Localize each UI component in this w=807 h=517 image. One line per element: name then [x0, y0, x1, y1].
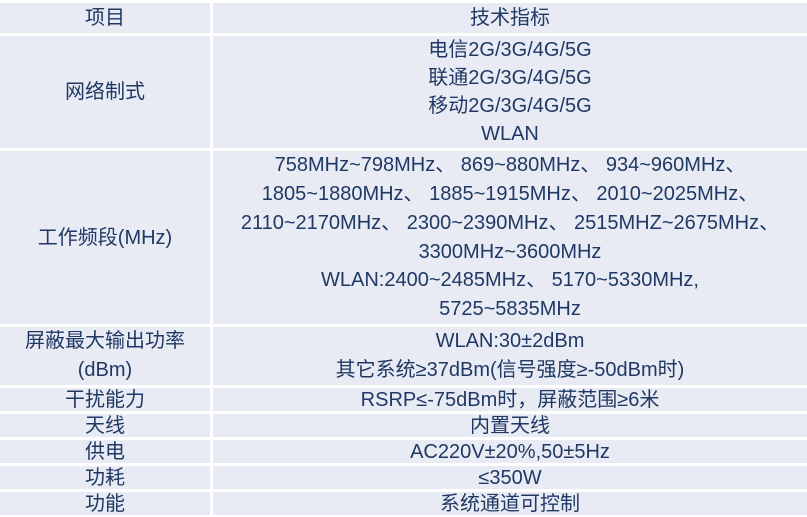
row-label: 功耗	[85, 466, 125, 489]
spec-line: 5725~5835MHz	[439, 298, 581, 321]
spec-line: WLAN	[481, 123, 539, 145]
row-label: 网络制式	[65, 81, 145, 103]
spec-table: 项目 技术指标 网络制式 电信2G/3G/4G/5G 联通2G/3G/4G/5G…	[0, 3, 807, 517]
row-label: 天线	[85, 414, 125, 437]
row-label: 供电	[85, 440, 125, 463]
spec-line: ≤350W	[478, 466, 542, 489]
table-row-interference: 干扰能力 RSRP≤-75dBm时，屏蔽范围≥6米	[0, 388, 807, 414]
spec-line: AC220V±20%,50±5Hz	[410, 440, 610, 463]
spec-line: 1805~1880MHz、 1885~1915MHz、 2010~2025MHz…	[261, 182, 759, 205]
spec-line: 其它系统≥37dBm(信号强度≥-50dBm时)	[335, 359, 685, 381]
row-spec-cell: RSRP≤-75dBm时，屏蔽范围≥6米	[213, 388, 807, 414]
row-spec-cell: 758MHz~798MHz、 869~880MHz、 934~960MHz、 1…	[213, 151, 807, 327]
row-label: 干扰能力	[65, 388, 145, 411]
spec-line: 758MHz~798MHz、 869~880MHz、 934~960MHz、	[274, 154, 746, 177]
header-item-label: 项目	[85, 7, 125, 29]
row-label-cell: 屏蔽最大输出功率 (dBm)	[0, 327, 213, 388]
row-label: 功能	[85, 492, 125, 515]
table-row-power-consumption: 功耗 ≤350W	[0, 466, 807, 492]
spec-line: 2110~2170MHz、 2300~2390MHz、 2515MHZ~2675…	[240, 211, 780, 234]
table-row-antenna: 天线 内置天线	[0, 414, 807, 440]
spec-line: 移动2G/3G/4G/5G	[428, 95, 592, 117]
row-label: 屏蔽最大输出功率	[25, 330, 185, 352]
row-label: (dBm)	[77, 359, 133, 381]
spec-line: 内置天线	[470, 414, 550, 437]
spec-line: WLAN:2400~2485MHz、 5170~5330MHz,	[321, 269, 699, 292]
table-row-output-power: 屏蔽最大输出功率 (dBm) WLAN:30±2dBm 其它系统≥37dBm(信…	[0, 327, 807, 388]
row-label-cell: 功能	[0, 492, 213, 517]
header-spec-label: 技术指标	[470, 7, 550, 29]
row-label-cell: 干扰能力	[0, 388, 213, 414]
row-spec-cell: ≤350W	[213, 466, 807, 492]
spec-line: WLAN:30±2dBm	[435, 330, 585, 352]
table-row-frequency: 工作频段(MHz) 758MHz~798MHz、 869~880MHz、 934…	[0, 151, 807, 327]
row-spec-cell: 电信2G/3G/4G/5G 联通2G/3G/4G/5G 移动2G/3G/4G/5…	[213, 36, 807, 151]
table-row-power-supply: 供电 AC220V±20%,50±5Hz	[0, 440, 807, 466]
spec-line: 系统通道可控制	[440, 492, 580, 515]
row-spec-cell: AC220V±20%,50±5Hz	[213, 440, 807, 466]
row-label-cell: 功耗	[0, 466, 213, 492]
spec-line: 3300MHz~3600MHz	[418, 240, 602, 263]
table-row-network: 网络制式 电信2G/3G/4G/5G 联通2G/3G/4G/5G 移动2G/3G…	[0, 36, 807, 151]
row-label-cell: 供电	[0, 440, 213, 466]
row-spec-cell: WLAN:30±2dBm 其它系统≥37dBm(信号强度≥-50dBm时)	[213, 327, 807, 388]
row-spec-cell: 系统通道可控制	[213, 492, 807, 517]
spec-line: RSRP≤-75dBm时，屏蔽范围≥6米	[360, 388, 660, 411]
header-cell-spec: 技术指标	[213, 3, 807, 36]
table-header-row: 项目 技术指标	[0, 3, 807, 36]
row-label-cell: 工作频段(MHz)	[0, 151, 213, 327]
row-label-cell: 网络制式	[0, 36, 213, 151]
header-cell-item: 项目	[0, 3, 213, 36]
row-spec-cell: 内置天线	[213, 414, 807, 440]
row-label: 工作频段(MHz)	[37, 226, 173, 249]
row-label-cell: 天线	[0, 414, 213, 440]
spec-line: 电信2G/3G/4G/5G	[428, 39, 592, 61]
spec-line: 联通2G/3G/4G/5G	[428, 67, 592, 89]
table-row-function: 功能 系统通道可控制	[0, 492, 807, 517]
